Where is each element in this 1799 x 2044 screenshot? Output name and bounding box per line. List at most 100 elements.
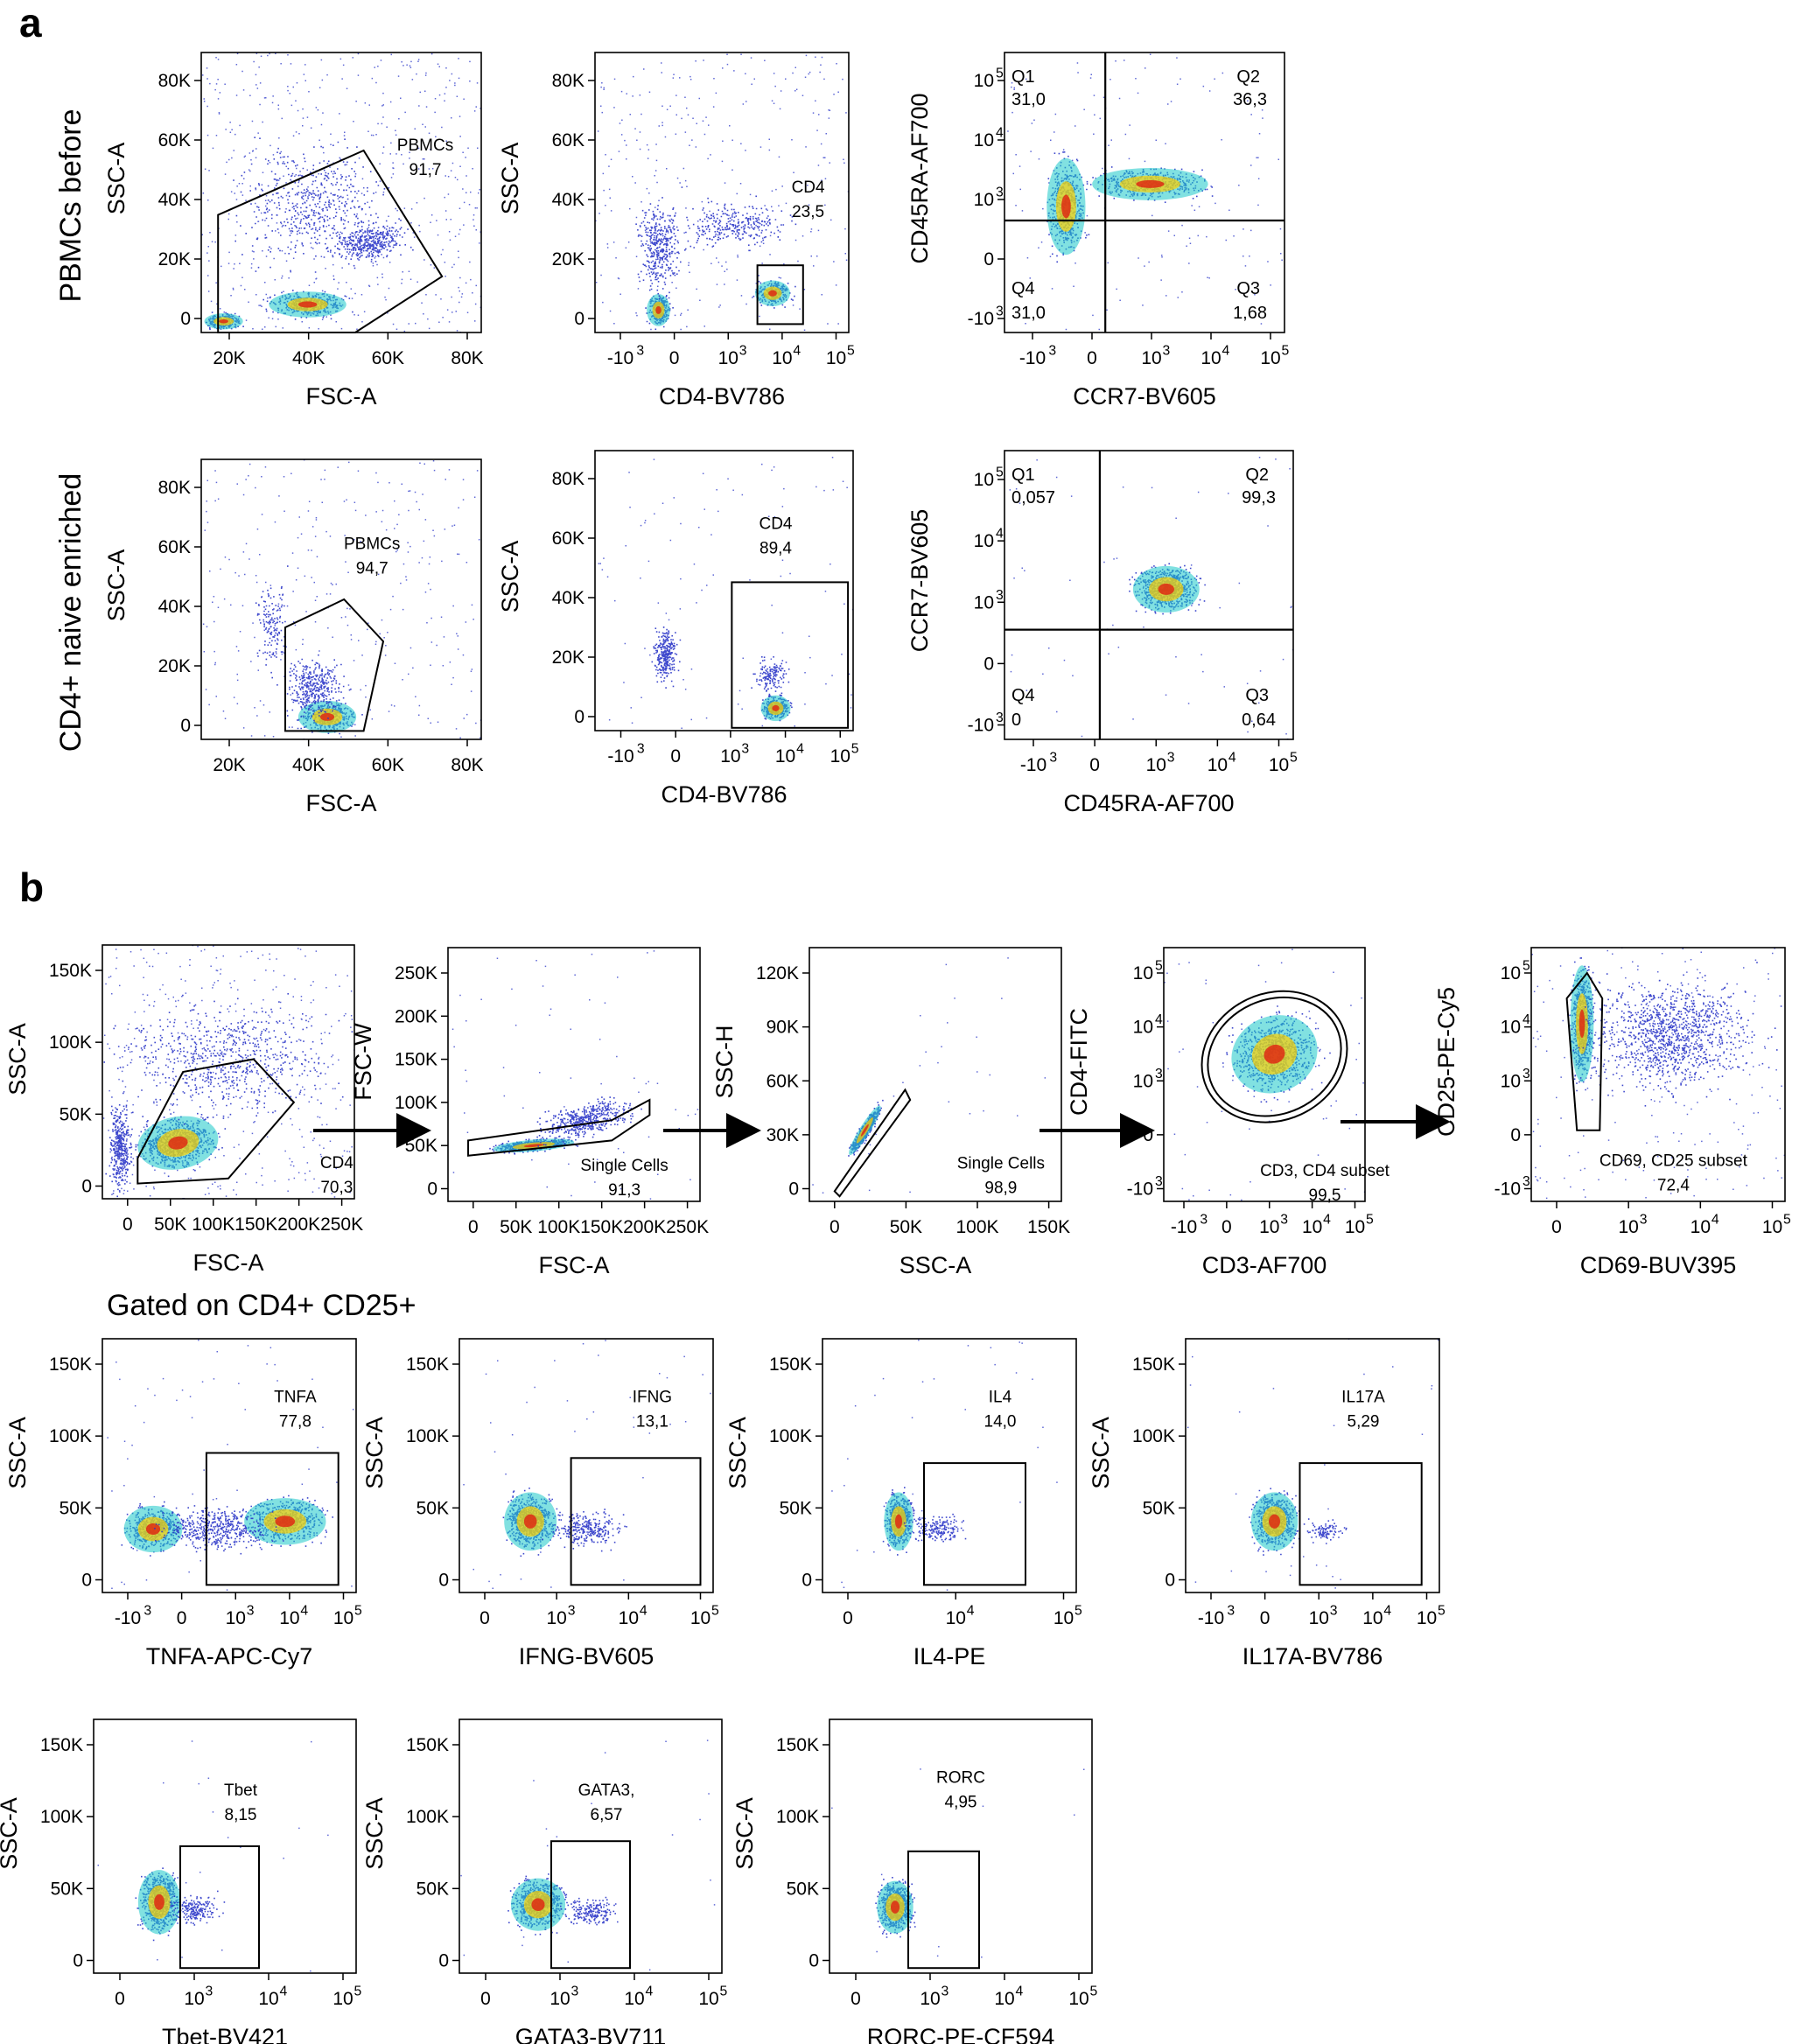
tick-base: 10 <box>920 1989 940 2009</box>
x-tick-label: -10 3 <box>607 344 645 369</box>
tick-exponent: 3 <box>739 344 747 359</box>
x-tick-label: 10 5 <box>1054 1604 1082 1629</box>
tick-base: 10 <box>974 470 994 490</box>
x-tick-label: 10 4 <box>1302 1213 1331 1238</box>
x-axis-label: CCR7-BV605 <box>1073 383 1216 410</box>
tick-exponent: 3 <box>1155 1067 1163 1082</box>
y-axis-label: FSC-W <box>350 1023 376 1101</box>
tick-exponent: 3 <box>568 1604 576 1619</box>
x-axis-label: CD69-BUV395 <box>1580 1252 1737 1278</box>
tick-exponent: 3 <box>996 710 1004 725</box>
event-cloud <box>233 136 400 281</box>
y-tick-label: 60K <box>158 537 191 557</box>
x-tick-label: 10 3 <box>1141 344 1170 369</box>
tick-base: 10 <box>720 746 740 766</box>
gate-name: CD4 <box>792 178 825 197</box>
x-tick-label: 150K <box>1027 1217 1070 1237</box>
plot-area <box>1187 1339 1439 1589</box>
event-cloud <box>677 195 797 252</box>
dots <box>169 1890 226 1926</box>
tick-exponent: 3 <box>247 1604 255 1619</box>
y-axis-label: SSC-A <box>361 1417 388 1489</box>
y-tick-label: 10 5 <box>974 466 1004 491</box>
tick-exponent: 5 <box>1282 344 1290 359</box>
sparse-events <box>1187 1339 1439 1589</box>
x-tick-label: 250K <box>320 1214 363 1235</box>
x-tick-label: 0 <box>468 1217 479 1237</box>
quadrant-q4-value: 31,0 <box>1012 304 1046 323</box>
y-tick-label: 0 <box>438 1571 449 1591</box>
x-tick-label: 10 5 <box>1345 1213 1374 1238</box>
plot-area <box>452 950 699 1200</box>
x-tick-label: 10 5 <box>1417 1604 1446 1629</box>
y-tick-label: 0 <box>81 1571 92 1591</box>
tick-exponent: 5 <box>1522 959 1530 974</box>
event-cloud <box>651 626 682 689</box>
dots <box>651 626 682 689</box>
tick-base: 10 <box>1501 1018 1521 1038</box>
y-tick-label: 60K <box>158 130 191 150</box>
y-tick-label: 10 3 <box>1133 1067 1163 1092</box>
x-tick-label: 20K <box>213 755 245 775</box>
event-cloud <box>542 1508 627 1552</box>
y-tick-label: 0 <box>1510 1125 1521 1145</box>
x-axis-label: Tbet-BV421 <box>162 2024 288 2044</box>
tick-exponent: 3 <box>1640 1213 1648 1228</box>
gate-value: 99,5 <box>1309 1186 1341 1205</box>
event-cloud <box>262 290 354 320</box>
tick-base: 10 <box>690 1608 710 1628</box>
event-cloud <box>1249 1488 1301 1556</box>
tick-base: 10 <box>974 130 994 150</box>
tick-exponent: 3 <box>1330 1604 1338 1619</box>
y-tick-label: 80K <box>158 478 191 498</box>
tick-base: 10 <box>279 1608 299 1628</box>
y-tick-label: 150K <box>776 1735 819 1755</box>
tick-exponent: 4 <box>646 1984 654 1999</box>
quadrant-q3-value: 0,64 <box>1242 710 1276 730</box>
y-tick-label: 50K <box>416 1498 449 1518</box>
y-tick-label: 10 4 <box>1501 1012 1530 1038</box>
y-tick-label: 0 <box>788 1180 799 1200</box>
plot-area <box>831 1339 1058 1591</box>
x-axis-label: CD4-BV786 <box>659 383 785 410</box>
quadrant-q3-name: Q3 <box>1245 686 1269 705</box>
tick-exponent: 4 <box>1222 344 1230 359</box>
density-peak <box>319 712 335 721</box>
plot-frame <box>1163 947 1366 1202</box>
sparse-events <box>598 456 853 729</box>
event-cloud <box>560 1896 619 1926</box>
density-peak <box>1264 1044 1285 1064</box>
quadrant-q1-name: Q1 <box>1012 67 1035 87</box>
x-tick-label: 10 5 <box>333 1604 362 1629</box>
gate <box>1200 990 1348 1124</box>
y-axis-label: SSC-A <box>0 1797 22 1870</box>
plot-area <box>201 52 481 332</box>
tick-exponent: 5 <box>1155 959 1163 974</box>
tick-base: 10 <box>772 348 792 368</box>
tick-exponent: 3 <box>571 1984 579 1999</box>
plot-area <box>463 1340 711 1590</box>
gate-value: 77,8 <box>279 1413 312 1432</box>
y-tick-label: 100K <box>40 1807 83 1827</box>
event-cloud <box>1571 962 1782 1107</box>
gate-name: CD3, CD4 subset <box>1260 1162 1390 1180</box>
y-tick-label: 0 <box>808 1951 819 1971</box>
gate <box>756 264 804 326</box>
y-tick-label: 0 <box>802 1571 812 1591</box>
y-axis-label: CD45RA-AF700 <box>906 93 933 263</box>
y-tick-label: 10 5 <box>1133 959 1163 984</box>
gate <box>179 1845 260 1970</box>
plot-area <box>812 957 1061 1199</box>
gate-value: 89,4 <box>760 540 792 558</box>
plot-frame <box>1185 1338 1440 1593</box>
x-tick-label: 10 5 <box>332 1984 361 2010</box>
y-tick-label: 20K <box>552 249 584 270</box>
tick-base: 10 <box>830 746 850 766</box>
y-tick-label: 90K <box>766 1018 799 1038</box>
tick-base: 10 <box>619 1608 639 1628</box>
y-axis-label: SSC-A <box>1088 1417 1114 1489</box>
